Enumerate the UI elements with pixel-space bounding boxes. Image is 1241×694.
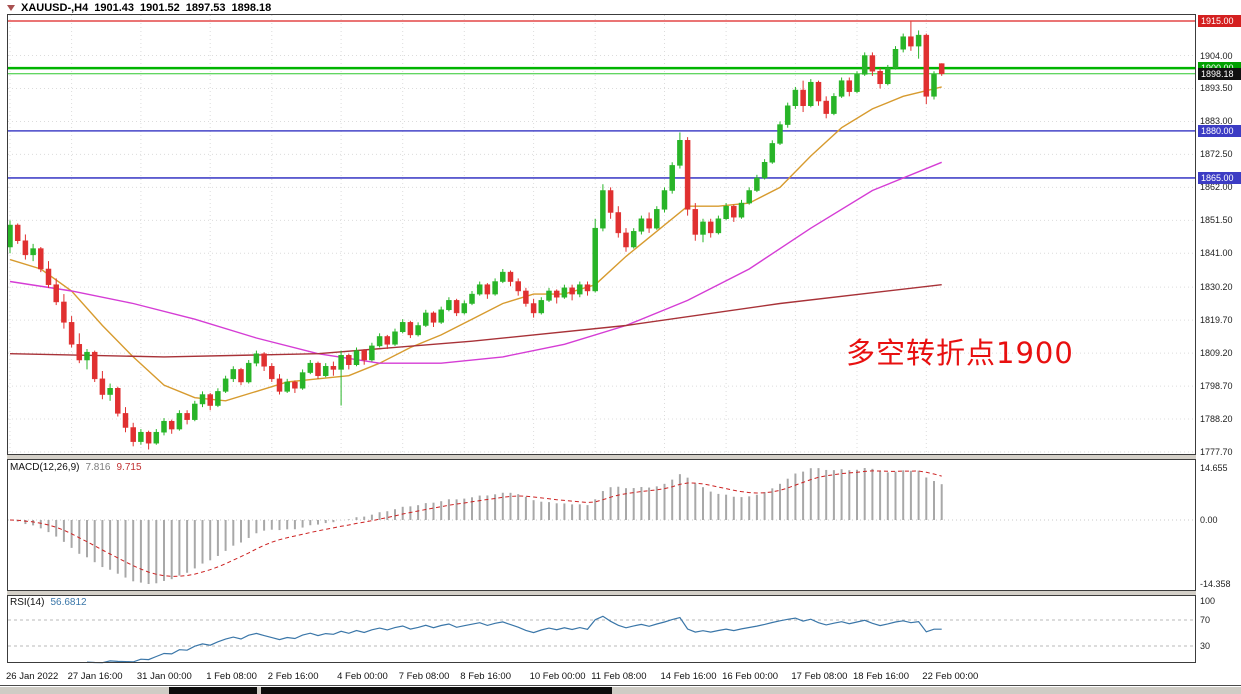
taskbar-item[interactable] [169, 687, 257, 694]
ohlc-open: 1901.43 [94, 2, 134, 14]
macd-signal-value: 9.715 [116, 462, 142, 473]
rsi-name: RSI(14) [10, 597, 45, 608]
ohlc-high: 1901.52 [140, 2, 180, 14]
macd-main-value: 7.816 [85, 462, 111, 473]
ohlc-close: 1898.18 [231, 2, 272, 14]
window-bottom-border [0, 685, 1241, 686]
rsi-value: 56.6812 [50, 597, 87, 608]
taskbar-item[interactable] [261, 687, 612, 694]
taskbar-strip [0, 687, 1241, 694]
macd-name: MACD(12,26,9) [10, 462, 80, 473]
chart-text-annotation[interactable]: 多空转折点1900 [846, 336, 1074, 370]
ohlc-low: 1897.53 [185, 2, 226, 14]
quick-trade-arrow-icon[interactable] [7, 5, 15, 11]
rsi-indicator-label: RSI(14) 56.6812 [10, 597, 87, 608]
macd-indicator-label: MACD(12,26,9) 7.816 9.715 [10, 462, 142, 473]
symbol-info: XAUUSD-,H4 1901.43 1901.52 1897.53 1898.… [7, 2, 271, 14]
symbol-timeframe: XAUUSD-,H4 [21, 2, 89, 14]
